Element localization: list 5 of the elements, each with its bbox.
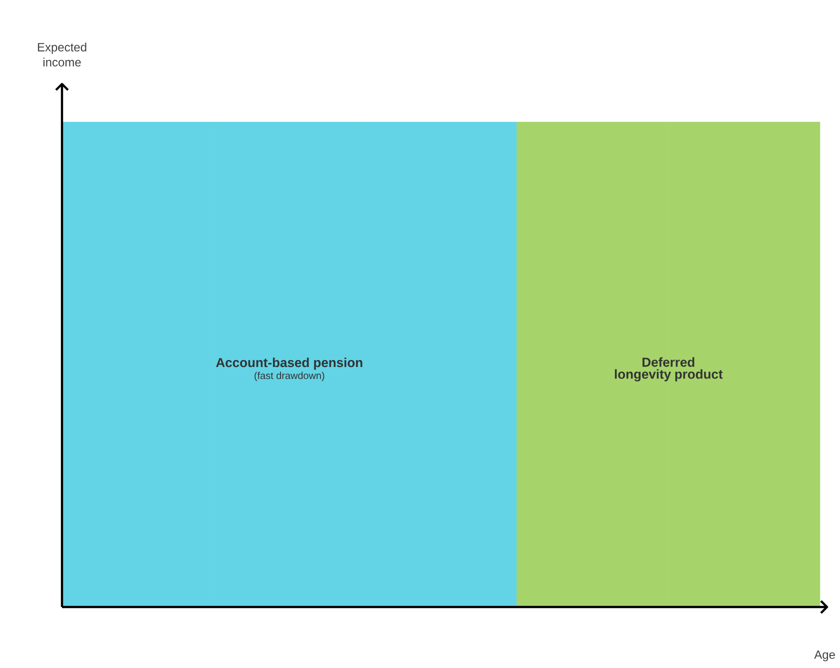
annotation: Account-based pension bbox=[216, 358, 362, 370]
annotation: (fast drawdown) bbox=[254, 372, 324, 382]
x-axis-title: Age bbox=[814, 650, 835, 662]
annotation: Deferred longevity product bbox=[614, 357, 723, 382]
y-axis-title: Expected income bbox=[38, 42, 86, 66]
